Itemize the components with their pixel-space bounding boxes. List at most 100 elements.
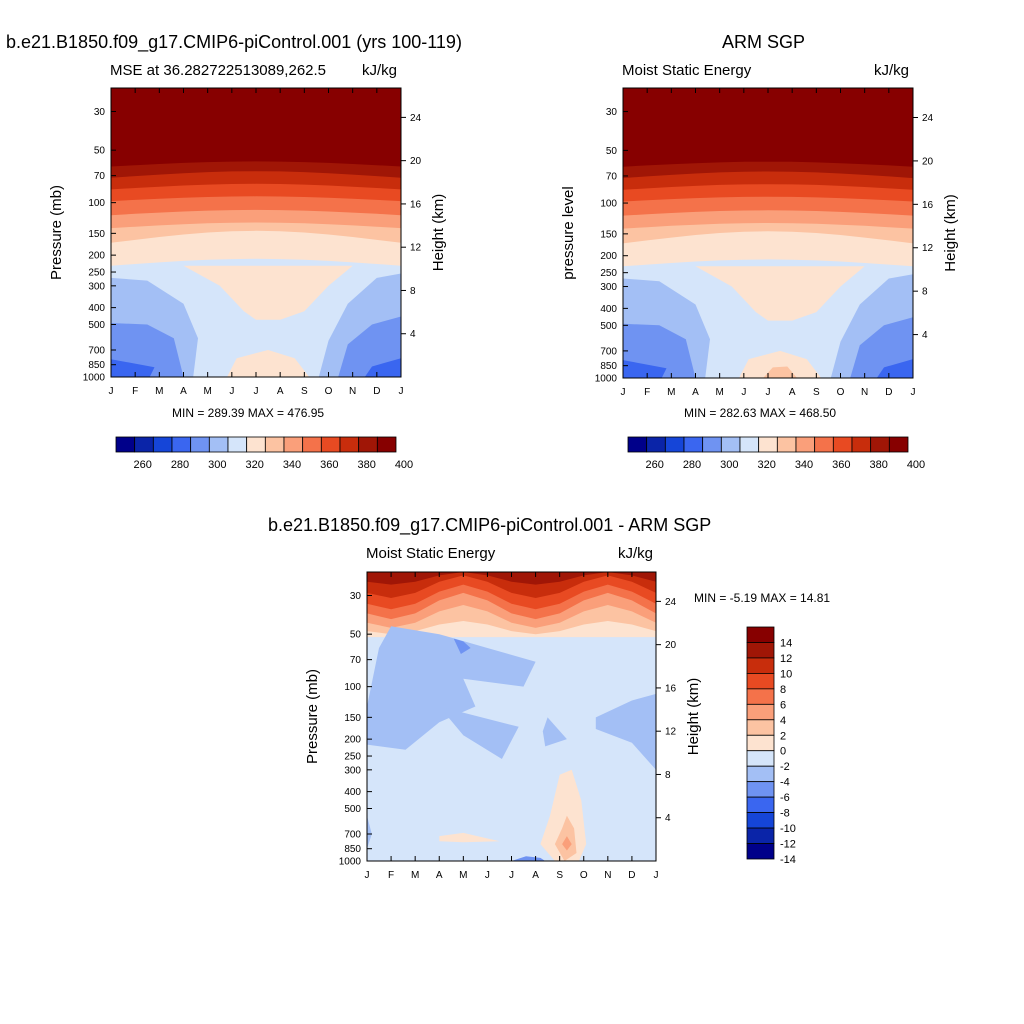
colorbar-box xyxy=(758,436,778,453)
x-tick-label: A xyxy=(789,387,796,398)
colorbar-box xyxy=(152,436,173,453)
y-axis-title: Pressure (mb) xyxy=(48,185,65,280)
colorbar-label: 300 xyxy=(208,459,226,471)
contour-band xyxy=(562,836,572,851)
x-tick-label: J xyxy=(766,387,771,398)
colorbar-box xyxy=(376,436,397,453)
top-right-title: ARM SGP xyxy=(722,32,806,52)
colorbar-label: -14 xyxy=(780,854,796,866)
contour-band xyxy=(338,316,401,377)
difference-plot-field xyxy=(367,572,656,861)
colorbar-box xyxy=(171,436,192,453)
x-tick-label: D xyxy=(373,386,380,397)
colorbar-box xyxy=(264,436,285,453)
y2-tick-label: 8 xyxy=(410,286,416,297)
y-axis-title: Pressure (mb) xyxy=(304,669,321,764)
colorbar-box xyxy=(646,436,666,453)
y-tick-label: 30 xyxy=(606,107,618,118)
top-left-units-label: kJ/kg xyxy=(362,62,398,79)
y-tick-label: 700 xyxy=(344,829,361,840)
colorbar-box xyxy=(746,688,775,705)
x-tick-label: J xyxy=(399,386,404,397)
y-tick-label: 200 xyxy=(88,251,105,262)
y-tick-label: 70 xyxy=(606,171,618,182)
y2-tick-label: 24 xyxy=(922,113,934,124)
colorbar-label: 340 xyxy=(795,459,813,471)
colorbar-label: 320 xyxy=(245,459,263,471)
top-right-plot: J F M A M J J A S O N D J 30 50 70 100 150 200 250 300 400 500… xyxy=(560,87,959,398)
y-tick-label: 300 xyxy=(344,765,361,776)
y2-tick-label: 20 xyxy=(922,156,934,167)
x-tick-label: J xyxy=(741,387,746,398)
colorbar-box xyxy=(283,436,304,453)
colorbar-box xyxy=(870,436,890,453)
colorbar-box xyxy=(720,436,741,453)
colorbar-box xyxy=(851,436,872,453)
contour-band xyxy=(542,717,567,747)
colorbar-box xyxy=(776,436,797,453)
difference-plot: J F M A M J J A S O N D J 30 50 70 100 150 200 250 300 400 500… xyxy=(304,571,702,881)
y-tick-label: 1000 xyxy=(83,373,106,384)
colorbar-box xyxy=(739,436,760,453)
x-tick-label: F xyxy=(388,870,394,881)
y-tick-label: 70 xyxy=(94,171,106,182)
colorbar-box xyxy=(746,750,775,767)
y2-axis-title: Height (km) xyxy=(430,194,447,272)
top-right-colorbar: 260 280 300 320 340 360 380 400 xyxy=(627,436,925,471)
y-axis-title: pressure level xyxy=(560,186,577,279)
top-right-plot-field xyxy=(623,88,913,378)
y2-axis-title: Height (km) xyxy=(685,678,702,756)
contour-band xyxy=(511,856,546,861)
colorbar-label: -2 xyxy=(780,761,790,773)
contour-band xyxy=(364,358,401,377)
colorbar-box xyxy=(208,436,229,453)
top-left-plot: J F M A M J J A S O N D J 30 50 70 100 150 200 250 300 400 500… xyxy=(48,87,447,397)
colorbar-box xyxy=(746,673,775,690)
x-tick-label: N xyxy=(861,387,868,398)
y-tick-label: 150 xyxy=(344,713,361,724)
y-tick-label: 150 xyxy=(600,229,617,240)
colorbar-label: 2 xyxy=(780,730,786,742)
y-tick-label: 100 xyxy=(600,199,617,210)
top-right-variable-label: Moist Static Energy xyxy=(622,62,752,79)
colorbar-label: 6 xyxy=(780,699,786,711)
colorbar-box xyxy=(683,436,704,453)
x-tick-label: J xyxy=(509,870,514,881)
bottom-min-max: MIN = -5.19 MAX = 14.81 xyxy=(694,591,831,605)
colorbar-label: 320 xyxy=(757,459,775,471)
contour-band xyxy=(111,88,401,167)
top-left-colorbar: 260 280 300 320 340 360 380 400 xyxy=(115,436,413,471)
colorbar-label: 400 xyxy=(395,459,413,471)
colorbar-box xyxy=(746,812,775,829)
y-tick-label: 250 xyxy=(344,752,361,763)
x-tick-label: D xyxy=(885,387,892,398)
colorbar-box xyxy=(115,436,136,453)
colorbar-label: 380 xyxy=(869,459,887,471)
colorbar-box xyxy=(246,436,266,453)
y-tick-label: 200 xyxy=(600,251,617,262)
colorbar-box xyxy=(358,436,378,453)
colorbar-box xyxy=(746,642,775,659)
x-tick-label: M xyxy=(459,870,467,881)
colorbar-box xyxy=(832,436,853,453)
x-tick-label: M xyxy=(667,387,675,398)
x-tick-label: A xyxy=(692,387,699,398)
y2-tick-label: 16 xyxy=(665,683,677,694)
colorbar-label: 0 xyxy=(780,746,786,758)
colorbar-label: 4 xyxy=(780,715,786,727)
y-tick-label: 200 xyxy=(344,735,361,746)
contour-band xyxy=(111,359,155,377)
colorbar-box xyxy=(664,436,685,453)
y-tick-label: 150 xyxy=(88,229,105,240)
contour-band xyxy=(739,350,822,378)
x-tick-label: A xyxy=(436,870,443,881)
colorbar-box xyxy=(746,657,775,674)
y-tick-label: 850 xyxy=(600,361,617,372)
y-tick-label: 50 xyxy=(94,146,106,157)
top-right-units-label: kJ/kg xyxy=(874,62,910,79)
y-tick-label: 100 xyxy=(88,198,105,209)
colorbar-box xyxy=(746,719,775,736)
contour-band xyxy=(850,317,913,378)
x-tick-label: J xyxy=(621,387,626,398)
